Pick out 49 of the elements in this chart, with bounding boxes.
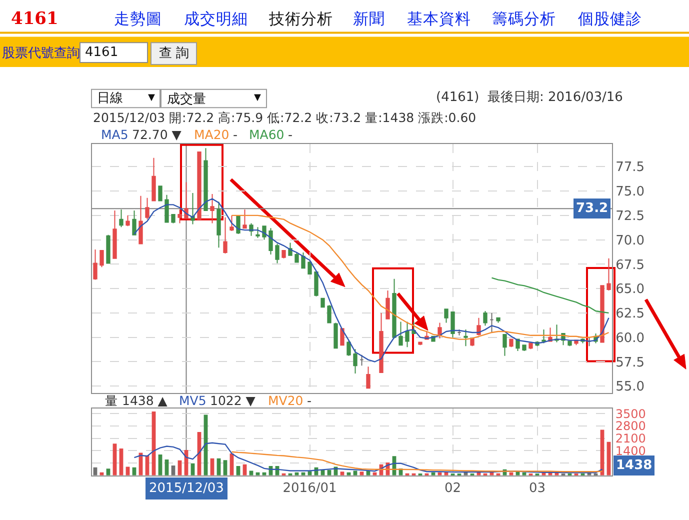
text: 成交明細 <box>184 10 248 28</box>
text: 1438 ▲ <box>122 393 168 408</box>
text: ▼ <box>254 93 261 103</box>
ref-line-label: 73.2 <box>576 201 608 216</box>
y-tick-label: 1400 <box>615 444 646 458</box>
y-tick-label: 3500 <box>615 406 646 421</box>
text: MA20 <box>194 127 230 142</box>
text: 成交量 <box>167 91 206 107</box>
text: MA5 <box>101 127 128 142</box>
y-tick-label: 65.0 <box>616 282 645 298</box>
y-tick-label: 55.0 <box>616 380 645 395</box>
text: 4161 <box>85 45 118 60</box>
text: 籌碼分析 <box>492 10 556 28</box>
y-tick-label: 75.0 <box>616 184 645 200</box>
text: 查 詢 <box>159 46 190 61</box>
text: 1022 ▼ <box>210 393 256 408</box>
text: - <box>307 393 312 408</box>
text: 基本資料 <box>407 10 471 28</box>
y-tick-label: 67.5 <box>616 258 645 273</box>
y-tick-label: 2800 <box>615 419 646 434</box>
text: 1438 <box>616 458 652 473</box>
y-tick-label: 60.0 <box>616 330 645 346</box>
text: - <box>288 127 293 142</box>
text: 72.70 ▼ <box>132 127 182 142</box>
text: - <box>233 127 238 142</box>
y-tick-label: 77.5 <box>616 160 645 176</box>
x-tick-label: 2015/12/03 <box>149 481 224 496</box>
text: MA60 <box>249 127 284 142</box>
text: ▼ <box>148 93 155 103</box>
x-tick-label: 2016/01 <box>282 480 337 496</box>
text: 股票代號查詢 <box>2 46 80 61</box>
y-tick-label: 72.5 <box>616 208 645 224</box>
text: 4161 <box>11 9 58 29</box>
text: 個股健診 <box>578 10 642 28</box>
y-tick-label: 57.5 <box>616 355 645 370</box>
x-tick-label: 03 <box>528 480 546 496</box>
y-tick-label: 70.0 <box>616 233 645 248</box>
chart-title: (4161) 最後日期: 2016/03/16 <box>436 90 623 105</box>
text: 2015/12/03 開:72.2 高:75.9 低:72.2 收:73.2 量:1438 漲跌:0.60 <box>93 110 476 125</box>
text: 技術分析 <box>268 10 333 28</box>
text: 量 <box>105 393 118 408</box>
x-tick-label: 02 <box>444 480 462 496</box>
y-tick-label: 62.5 <box>616 306 645 322</box>
text: MV5 <box>179 393 206 408</box>
text: 新聞 <box>353 10 385 28</box>
text: 日線 <box>97 91 123 106</box>
y-tick-label: 2100 <box>615 432 646 446</box>
text: 走勢圖 <box>114 10 162 28</box>
text: MV20 <box>268 393 304 408</box>
